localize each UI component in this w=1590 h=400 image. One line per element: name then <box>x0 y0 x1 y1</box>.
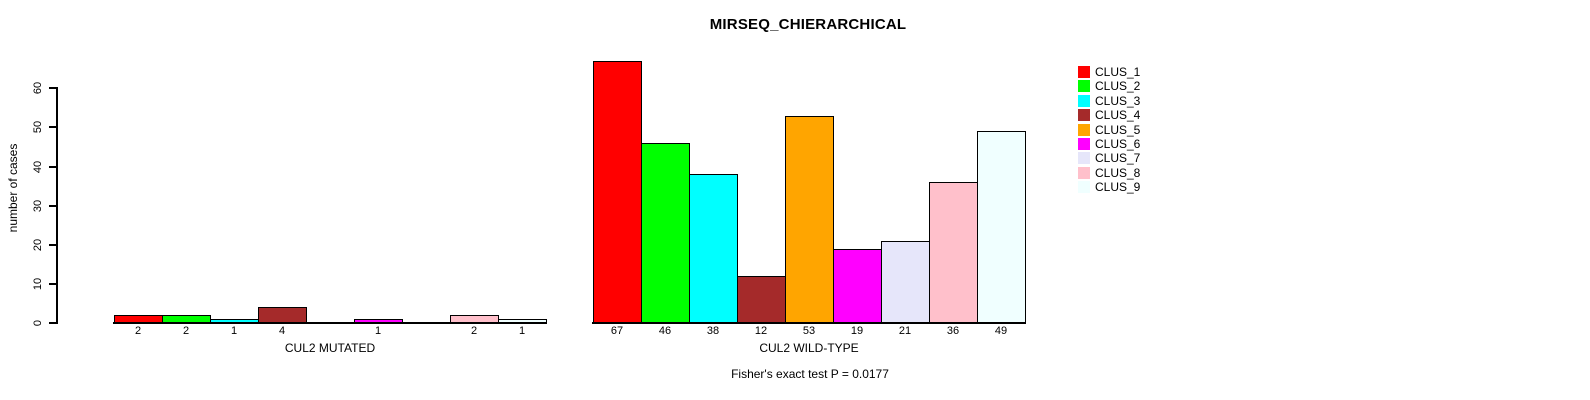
legend-swatch-clus_1 <box>1078 66 1090 78</box>
legend-label: CLUS_2 <box>1095 79 1141 94</box>
bar-clus_8 <box>450 315 499 323</box>
legend-swatch-clus_6 <box>1078 138 1090 150</box>
bar-value-label: 4 <box>278 325 286 337</box>
legend-label: CLUS_9 <box>1095 180 1141 195</box>
y-tick-label: 60 <box>32 81 44 95</box>
legend-label: CLUS_7 <box>1095 151 1141 166</box>
bar-clus_4 <box>258 307 307 323</box>
y-axis-label: number of cases <box>6 143 20 233</box>
bar-value-label: 2 <box>134 325 142 337</box>
x-axis-group-label-cul2-wild-type: CUL2 WILD-TYPE <box>759 341 859 355</box>
x-axis-group-label-cul2-mutated: CUL2 MUTATED <box>284 341 376 355</box>
y-tick-mark <box>49 244 56 246</box>
legend-label: CLUS_6 <box>1095 137 1141 151</box>
fisher-test-annotation: Fisher's exact test P = 0.0177 <box>731 367 889 381</box>
bar-value-label: 49 <box>994 325 1008 337</box>
bar-clus_9 <box>498 319 547 323</box>
legend-swatch-clus_3 <box>1078 94 1090 107</box>
legend-label: CLUS_5 <box>1095 122 1141 137</box>
bar-value-label: 46 <box>658 325 672 337</box>
bar-value-label: 38 <box>706 325 720 337</box>
y-tick-label: 50 <box>32 120 44 134</box>
bar-clus_6 <box>354 319 403 323</box>
bar-clus_5 <box>785 116 834 323</box>
y-tick-mark <box>49 205 56 207</box>
legend-swatch-clus_7 <box>1078 152 1090 165</box>
group-baseline <box>592 322 1026 324</box>
y-tick-label: 10 <box>32 277 44 291</box>
chart-title: MIRSEQ_CHIERARCHICAL <box>709 16 907 33</box>
bar-clus_4 <box>737 276 786 323</box>
legend-swatch-clus_4 <box>1078 109 1090 122</box>
bar-value-label: 67 <box>610 325 624 337</box>
legend-item: CLUS_9 <box>1078 180 1140 194</box>
legend-label: CLUS_8 <box>1095 165 1141 180</box>
bar-value-label: 2 <box>182 325 190 337</box>
legend-label: CLUS_3 <box>1095 93 1141 108</box>
bar-clus_2 <box>162 315 211 323</box>
y-tick-label: 30 <box>32 199 44 213</box>
bar-value-label: 1 <box>230 325 238 337</box>
y-tick-mark <box>49 166 56 168</box>
y-tick-label: 0 <box>32 319 44 327</box>
legend-swatch-clus_8 <box>1078 166 1090 179</box>
bar-clus_7 <box>881 241 930 323</box>
bar-clus_9 <box>977 131 1026 323</box>
legend-item: CLUS_8 <box>1078 166 1140 180</box>
y-tick-label: 40 <box>32 160 44 174</box>
bar-clus_1 <box>114 315 163 323</box>
y-tick-mark <box>49 126 56 128</box>
bar-value-label: 2 <box>470 325 478 337</box>
bar-clus_2 <box>641 143 690 323</box>
legend-item: CLUS_6 <box>1078 137 1140 151</box>
y-tick-mark <box>49 322 56 324</box>
legend-item: CLUS_4 <box>1078 108 1140 122</box>
bar-clus_3 <box>210 319 259 323</box>
bar-value-label: 1 <box>374 325 382 337</box>
legend-item: CLUS_7 <box>1078 151 1140 165</box>
bar-value-label: 12 <box>754 325 768 337</box>
legend-label: CLUS_1 <box>1095 65 1141 79</box>
bar-clus_6 <box>833 249 882 323</box>
bar-value-label: 36 <box>946 325 960 337</box>
legend-swatch-clus_2 <box>1078 80 1090 93</box>
legend-item: CLUS_5 <box>1078 123 1140 137</box>
bar-clus_1 <box>593 61 642 323</box>
legend-swatch-clus_9 <box>1078 181 1090 194</box>
y-tick-label: 20 <box>32 238 44 252</box>
y-axis-line <box>56 87 58 324</box>
legend-item: CLUS_1 <box>1078 65 1140 79</box>
bar-value-label: 53 <box>802 325 816 337</box>
bar-clus_8 <box>929 182 978 323</box>
group-baseline <box>113 322 547 324</box>
legend-item: CLUS_3 <box>1078 94 1140 108</box>
y-tick-mark <box>49 283 56 285</box>
y-tick-mark <box>49 87 56 89</box>
bar-value-label: 21 <box>898 325 912 337</box>
bar-clus_3 <box>689 174 738 323</box>
bar-value-label: 19 <box>850 325 864 337</box>
legend-swatch-clus_5 <box>1078 123 1090 136</box>
bar-value-label: 1 <box>518 325 526 337</box>
legend-label: CLUS_4 <box>1095 108 1141 123</box>
legend-item: CLUS_2 <box>1078 79 1140 93</box>
